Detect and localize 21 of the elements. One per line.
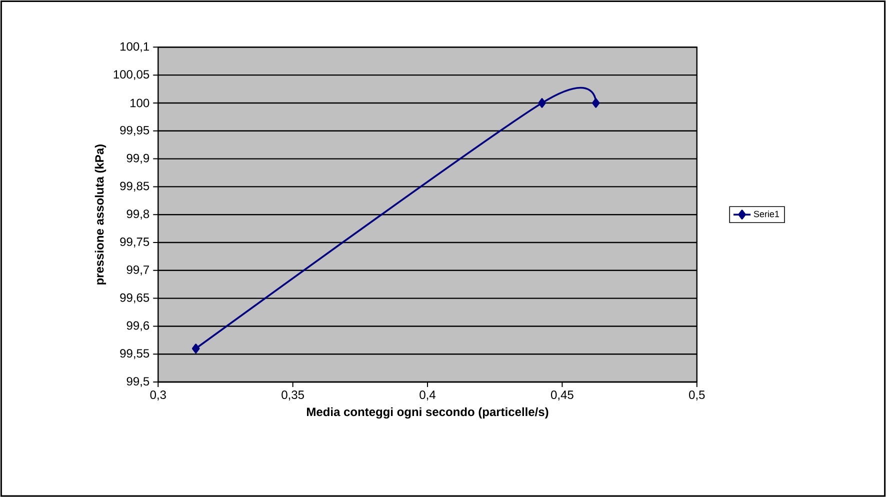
y-tick-label: 99,7 (126, 265, 149, 276)
y-tick-label: 99,85 (120, 182, 150, 192)
y-axis-title: pressione assoluta (kPa) (94, 144, 106, 284)
y-tick-label: 99,8 (126, 210, 150, 220)
x-tick-label: 0,45 (550, 390, 574, 400)
legend-label: Serie1 (754, 210, 780, 218)
y-tick-label: 99,6 (126, 321, 150, 332)
y-tick-label: 99,55 (120, 349, 150, 359)
y-tick-label: 99,9 (126, 154, 150, 164)
x-axis-title: Media conteggi ogni secondo (particelle/s) (307, 407, 548, 418)
y-tick-label: 100,05 (114, 70, 150, 80)
x-tick-label: 0,3 (150, 390, 166, 400)
x-tick-label: 0,4 (420, 390, 436, 400)
y-tick-label: 99,65 (120, 293, 150, 304)
y-tick-label: 99,5 (126, 376, 150, 387)
y-tick-label: 100,1 (120, 42, 150, 52)
x-tick-label: 0,5 (689, 390, 705, 400)
y-tick-label: 99,75 (120, 237, 150, 248)
y-tick-label: 99,95 (120, 126, 150, 136)
x-tick-label: 0,35 (282, 390, 304, 400)
y-tick-label: 100 (130, 98, 150, 108)
